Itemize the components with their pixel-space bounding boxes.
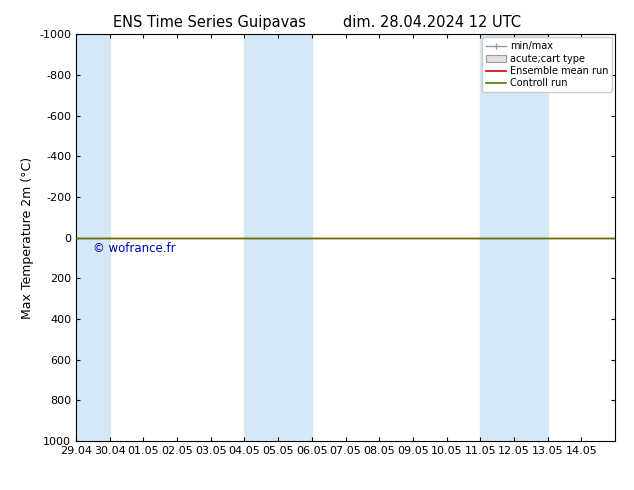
Legend: min/max, acute;cart type, Ensemble mean run, Controll run: min/max, acute;cart type, Ensemble mean … (482, 37, 612, 92)
Bar (76, 34, 110, 441)
Text: ENS Time Series Guipavas        dim. 28.04.2024 12 UTC: ENS Time Series Guipavas dim. 28.04.2024… (113, 15, 521, 30)
Bar (245, 34, 312, 441)
Bar (480, 34, 548, 441)
Y-axis label: Max Temperature 2m (°C): Max Temperature 2m (°C) (21, 157, 34, 318)
Text: © wofrance.fr: © wofrance.fr (93, 242, 176, 255)
